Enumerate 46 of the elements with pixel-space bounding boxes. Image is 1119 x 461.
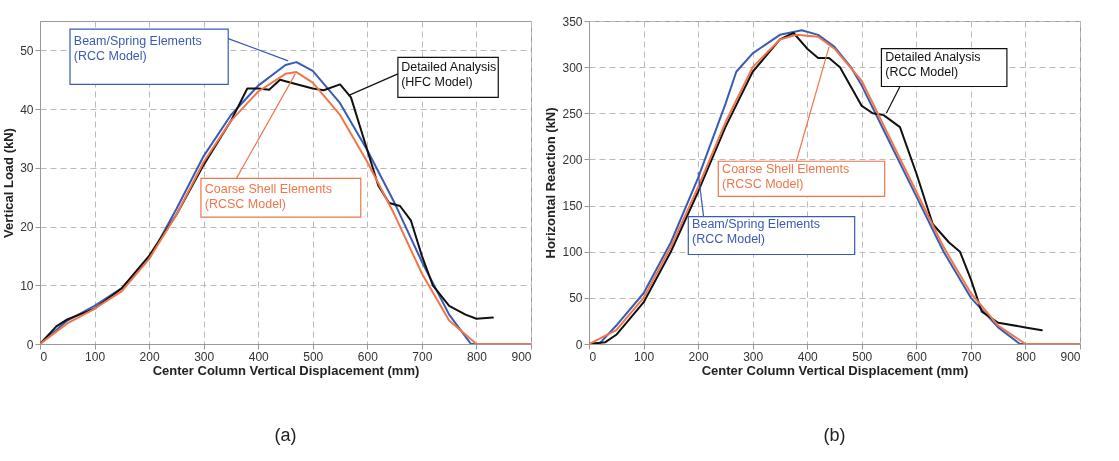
series-label: Coarse Shell Elements (RCSC Model): [204, 182, 332, 212]
x-tick-label: 200: [688, 349, 709, 364]
x-tick-label: 700: [412, 349, 433, 364]
y-axis-title: Vertical Load (kN): [1, 128, 17, 238]
x-axis-title: Center Column Vertical Displacement (mm): [701, 362, 969, 378]
x-tick-label: 600: [906, 349, 928, 364]
x-tick-label: 0: [589, 349, 597, 364]
x-tick-label: 600: [357, 349, 379, 364]
x-tick-label: 900: [1060, 349, 1081, 364]
y-tick-label: 0: [575, 337, 583, 352]
x-tick-label: 300: [194, 349, 215, 364]
text: Detailed Analysis (HFC Model): [401, 59, 497, 89]
x-tick-label: 0: [40, 349, 48, 364]
y-tick-label: 150: [562, 199, 583, 214]
x-tick-label: 400: [248, 349, 270, 364]
y-tick-label: 200: [562, 152, 583, 167]
series-label: Coarse Shell Elements (RCSC Model): [722, 162, 850, 192]
text: Detailed Analysis (RCC Model): [885, 49, 981, 79]
x-tick-label: 800: [466, 349, 488, 364]
x-tick-label: 100: [634, 349, 655, 364]
x-axis-title: Center Column Vertical Displacement (mm): [152, 362, 420, 378]
x-tick-label: 300: [743, 349, 764, 364]
x-tick-label: 500: [852, 349, 873, 364]
y-tick-label: 20: [20, 220, 34, 235]
y-tick-label: 100: [562, 245, 583, 260]
x-tick-label: 700: [961, 349, 982, 364]
series-label: Beam/Spring Elements (RCC Model): [692, 217, 820, 247]
y-tick-label: 50: [569, 291, 583, 306]
y-tick-label: 10: [20, 278, 34, 293]
y-tick-label: 0: [26, 337, 34, 352]
text: (a): [274, 425, 297, 445]
x-tick-label: 200: [139, 349, 160, 364]
x-tick-label: 400: [797, 349, 819, 364]
y-tick-label: 40: [20, 102, 34, 117]
x-tick-label: 900: [511, 349, 532, 364]
x-tick-label: 100: [85, 349, 106, 364]
x-tick-label: 500: [303, 349, 324, 364]
legend-label: Beam/Spring Elements (RCC Model): [73, 34, 202, 64]
y-tick-label: 30: [20, 161, 34, 176]
y-tick-label: 50: [20, 43, 34, 58]
text: (b): [823, 425, 846, 445]
y-axis-title: Horizontal Reaction (kN): [543, 107, 559, 259]
y-tick-label: 350: [562, 14, 583, 29]
y-tick-label: 250: [562, 106, 583, 121]
y-tick-label: 300: [562, 60, 583, 75]
x-tick-label: 800: [1015, 349, 1037, 364]
